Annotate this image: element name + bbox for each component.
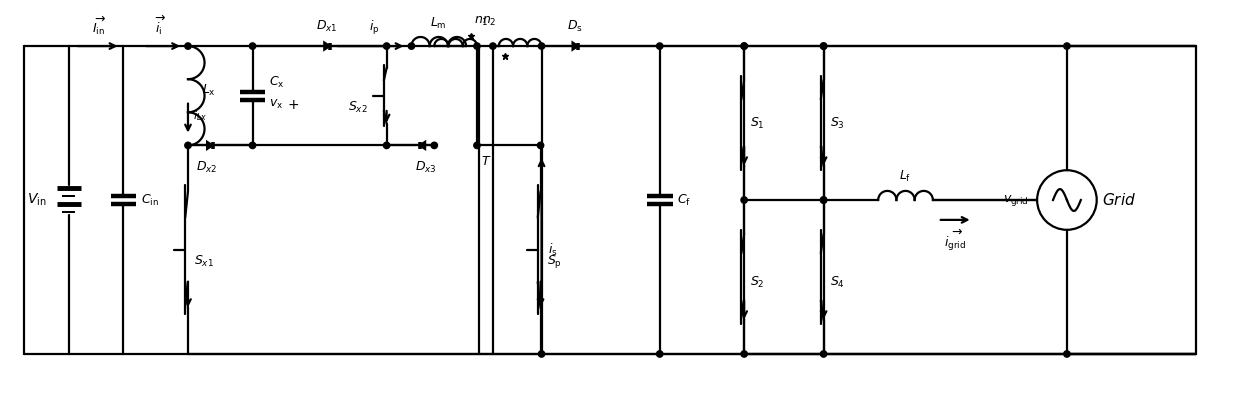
Text: $L_{\rm f}$: $L_{\rm f}$ bbox=[899, 169, 911, 184]
Text: $C_{\rm in}$: $C_{\rm in}$ bbox=[141, 192, 159, 208]
Circle shape bbox=[383, 142, 389, 149]
Circle shape bbox=[474, 43, 480, 49]
Circle shape bbox=[656, 351, 663, 357]
Text: $n_2$: $n_2$ bbox=[482, 15, 497, 28]
Polygon shape bbox=[207, 142, 212, 149]
Text: $D_{x1}$: $D_{x1}$ bbox=[316, 19, 337, 34]
Text: $S_2$: $S_2$ bbox=[750, 275, 765, 290]
Text: $Grid$: $Grid$ bbox=[1101, 192, 1136, 208]
Text: $C_{\rm x}$: $C_{\rm x}$ bbox=[269, 75, 285, 90]
Polygon shape bbox=[325, 43, 330, 50]
Text: $L_{\rm x}$: $L_{\rm x}$ bbox=[202, 83, 216, 98]
Text: $S_3$: $S_3$ bbox=[830, 115, 844, 130]
Circle shape bbox=[821, 351, 827, 357]
Text: $\overrightarrow{i_{\rm i}}$: $\overrightarrow{i_{\rm i}}$ bbox=[155, 14, 166, 37]
Text: $L_{\rm m}$: $L_{\rm m}$ bbox=[430, 16, 448, 31]
Circle shape bbox=[656, 43, 663, 49]
Text: $V_{\rm in}$: $V_{\rm in}$ bbox=[27, 192, 47, 208]
Circle shape bbox=[249, 142, 255, 149]
Text: $D_{\rm s}$: $D_{\rm s}$ bbox=[568, 19, 583, 34]
Text: $\overrightarrow{i_{\rm grid}}$: $\overrightarrow{i_{\rm grid}}$ bbox=[944, 228, 966, 253]
Circle shape bbox=[1064, 43, 1070, 49]
Text: $n_1$: $n_1$ bbox=[474, 15, 489, 28]
Circle shape bbox=[742, 43, 748, 49]
Circle shape bbox=[249, 43, 255, 49]
Text: $v_{\rm x}$: $v_{\rm x}$ bbox=[269, 98, 284, 111]
Circle shape bbox=[821, 197, 827, 203]
Text: $T$: $T$ bbox=[481, 156, 491, 168]
Text: $i_{Lx}$: $i_{Lx}$ bbox=[193, 109, 207, 122]
Text: $i_{\rm s}$: $i_{\rm s}$ bbox=[548, 242, 557, 258]
Text: $S_{x2}$: $S_{x2}$ bbox=[348, 100, 368, 115]
Circle shape bbox=[538, 43, 544, 49]
Circle shape bbox=[742, 197, 748, 203]
Circle shape bbox=[742, 43, 748, 49]
Text: $v_{\rm grid}$: $v_{\rm grid}$ bbox=[1003, 192, 1029, 207]
Circle shape bbox=[432, 142, 438, 149]
Text: $D_{x3}$: $D_{x3}$ bbox=[414, 160, 436, 175]
Circle shape bbox=[383, 43, 389, 49]
Circle shape bbox=[538, 351, 544, 357]
Circle shape bbox=[490, 43, 496, 49]
Circle shape bbox=[408, 43, 414, 49]
Circle shape bbox=[821, 197, 827, 203]
Text: $\overrightarrow{I_{\rm in}}$: $\overrightarrow{I_{\rm in}}$ bbox=[92, 15, 107, 37]
Polygon shape bbox=[573, 43, 578, 50]
Circle shape bbox=[821, 43, 827, 49]
Text: $S_1$: $S_1$ bbox=[750, 115, 765, 130]
Circle shape bbox=[474, 142, 480, 149]
Text: $S_{x1}$: $S_{x1}$ bbox=[193, 254, 213, 269]
Circle shape bbox=[185, 142, 191, 149]
Circle shape bbox=[185, 43, 191, 49]
Circle shape bbox=[821, 43, 827, 49]
Circle shape bbox=[742, 351, 748, 357]
Text: $S_{\rm p}$: $S_{\rm p}$ bbox=[547, 253, 562, 270]
Text: $C_{\rm f}$: $C_{\rm f}$ bbox=[677, 192, 691, 208]
Text: $+$: $+$ bbox=[288, 98, 299, 112]
Circle shape bbox=[1064, 351, 1070, 357]
Text: $i_{\rm p}$: $i_{\rm p}$ bbox=[370, 19, 379, 37]
Circle shape bbox=[537, 142, 543, 149]
Text: $S_4$: $S_4$ bbox=[830, 275, 844, 290]
Text: $D_{x2}$: $D_{x2}$ bbox=[196, 160, 217, 175]
Polygon shape bbox=[419, 142, 425, 149]
